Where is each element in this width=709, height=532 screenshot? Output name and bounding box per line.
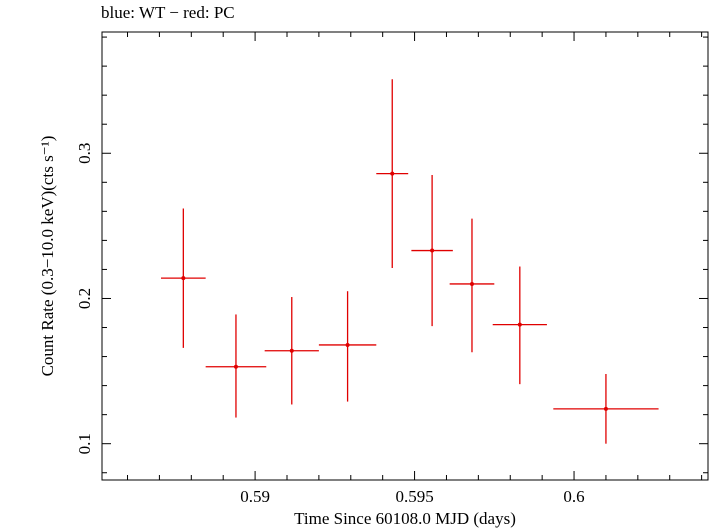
chart-title: blue: WT − red: PC (101, 3, 235, 22)
data-marker (181, 276, 186, 281)
x-axis-label: Time Since 60108.0 MJD (days) (294, 509, 516, 528)
data-marker (233, 364, 238, 369)
data-point (205, 314, 267, 418)
y-tick-label: 0.2 (75, 288, 94, 309)
y-axis-label: Count Rate (0.3−10.0 keV)(cts s⁻¹) (38, 136, 57, 377)
data-marker (345, 342, 350, 347)
y-tick-label: 0.1 (75, 433, 94, 454)
data-marker (517, 322, 522, 327)
data-point (318, 291, 377, 402)
x-tick-label: 0.59 (240, 487, 270, 506)
data-marker (430, 248, 435, 253)
data-point (264, 297, 319, 405)
data-marker (289, 348, 294, 353)
data-point (492, 266, 547, 385)
y-tick-label: 0.3 (75, 143, 94, 164)
data-point (376, 79, 409, 268)
data-point (161, 208, 206, 348)
data-point (449, 218, 495, 353)
data-marker (390, 171, 395, 176)
x-tick-label: 0.595 (395, 487, 433, 506)
data-marker (469, 281, 474, 286)
x-tick-label: 0.6 (563, 487, 584, 506)
plot-frame (101, 31, 709, 481)
data-point (411, 175, 453, 327)
data-point (553, 373, 659, 444)
data-marker (603, 406, 608, 411)
